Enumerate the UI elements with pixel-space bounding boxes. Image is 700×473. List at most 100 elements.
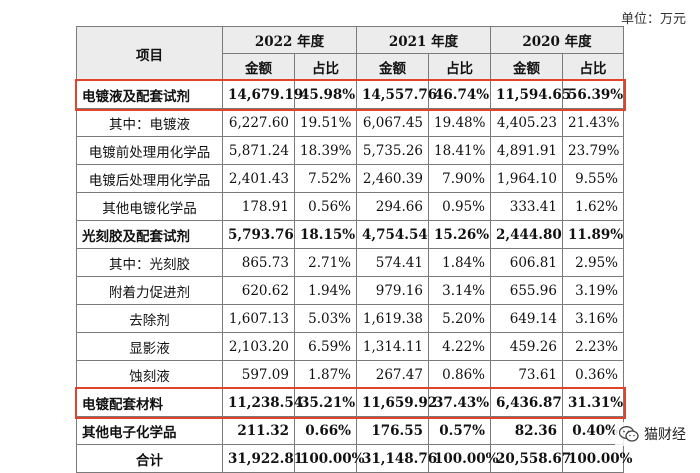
ratio-cell: 100.00% [562, 444, 633, 473]
ratio-cell: 1.94% [294, 276, 357, 305]
amount-cell: 2,103.20 [222, 332, 295, 361]
amount-cell: 11,238.54 [222, 388, 303, 417]
amount-cell: 211.32 [222, 416, 295, 445]
ratio-cell: 45.98% [294, 80, 357, 109]
table-row: 电镀配套材料 11,238.54 35.21% 11,659.92 37.43% 6,43… [76, 388, 624, 417]
revenue-table: 项目 2022 年度 2021 年度 2020 年度 金额 占比 金额 占比 金… [76, 26, 633, 473]
ratio-cell: 0.86% [428, 360, 491, 389]
ratio-cell: 18.39% [294, 136, 357, 165]
row-label: 电镀后处理用化学品 [76, 164, 223, 193]
ratio-cell: 0.40% [562, 416, 624, 445]
table-row: 电镀液及配套试剂 14,679.19 45.98% 14,557.76 46.74% 11… [76, 80, 624, 109]
amount-cell: 6,067.45 [356, 108, 429, 137]
wechat-icon [618, 426, 639, 442]
watermark: 猫财经 [615, 422, 690, 446]
table-row: 附着力促进剂 620.62 1.94% 979.16 3.14% 655.96 3.19% [76, 276, 624, 305]
amount-cell: 5,871.24 [222, 136, 295, 165]
ratio-cell: 21.43% [562, 108, 624, 137]
amount-cell: 294.66 [356, 192, 429, 221]
ratio-cell: 56.39% [562, 80, 624, 109]
amount-cell: 20,558.67 [490, 444, 571, 473]
table-row: 其中：电镀液 6,227.60 19.51% 6,067.45 19.48% 4,405.… [76, 108, 624, 137]
ratio-cell: 18.41% [428, 136, 491, 165]
row-label: 合计 [76, 444, 223, 473]
ratio-cell: 19.51% [294, 108, 357, 137]
amount-cell: 82.36 [490, 416, 563, 445]
ratio-cell: 46.74% [428, 80, 491, 109]
header-ratio: 占比 [428, 53, 491, 81]
ratio-cell: 2.95% [562, 248, 624, 277]
amount-cell: 649.14 [490, 304, 563, 333]
table-row: 显影液 2,103.20 6.59% 1,314.11 4.22% 459.26 2.23% [76, 332, 624, 361]
amount-cell: 31,922.81 [222, 444, 303, 473]
header-amount: 金额 [356, 53, 429, 81]
amount-cell: 2,401.43 [222, 164, 295, 193]
unit-label: 单位：万元 [620, 12, 686, 27]
amount-cell: 865.73 [222, 248, 295, 277]
amount-cell: 73.61 [490, 360, 563, 389]
ratio-cell: 1.62% [562, 192, 624, 221]
amount-cell: 176.55 [356, 416, 429, 445]
amount-cell: 4,405.23 [490, 108, 563, 137]
ratio-cell: 18.15% [294, 220, 357, 249]
amount-cell: 6,227.60 [222, 108, 295, 137]
amount-cell: 11,659.92 [356, 388, 437, 417]
header-item: 项目 [76, 26, 223, 81]
amount-cell: 606.81 [490, 248, 563, 277]
ratio-cell: 2.23% [562, 332, 624, 361]
ratio-cell: 2.71% [294, 248, 357, 277]
table-body: 电镀液及配套试剂 14,679.19 45.98% 14,557.76 46.74% 11… [76, 80, 633, 473]
table-row: 蚀刻液 597.09 1.87% 267.47 0.86% 73.61 0.36% [76, 360, 624, 389]
amount-cell: 1,964.10 [490, 164, 563, 193]
header-year-2022: 2022 年度 [222, 26, 357, 54]
amount-cell: 31,148.76 [356, 444, 437, 473]
ratio-cell: 3.14% [428, 276, 491, 305]
ratio-cell: 100.00% [294, 444, 365, 473]
row-label: 电镀液及配套试剂 [76, 80, 223, 109]
ratio-cell: 5.03% [294, 304, 357, 333]
ratio-cell: 35.21% [294, 388, 357, 417]
ratio-cell: 3.19% [562, 276, 624, 305]
table-row: 去除剂 1,607.13 5.03% 1,619.38 5.20% 649.14 3.16% [76, 304, 624, 333]
table-row: 光刻胶及配套试剂 5,793.76 18.15% 4,754.54 15.26% 2,44… [76, 220, 624, 249]
watermark-text: 猫财经 [644, 427, 686, 443]
header-ratio: 占比 [562, 53, 624, 81]
amount-cell: 6,436.87 [490, 388, 563, 417]
amount-cell: 1,314.11 [356, 332, 429, 361]
table-row: 合计 31,922.81 100.00% 31,148.76 100.00% 20,558… [76, 444, 633, 473]
amount-cell: 2,460.39 [356, 164, 429, 193]
row-label: 去除剂 [76, 304, 223, 333]
ratio-cell: 0.56% [294, 192, 357, 221]
ratio-cell: 3.16% [562, 304, 624, 333]
ratio-cell: 7.52% [294, 164, 357, 193]
ratio-cell: 19.48% [428, 108, 491, 137]
amount-cell: 14,557.76 [356, 80, 437, 109]
ratio-cell: 4.22% [428, 332, 491, 361]
table-row: 电镀后处理用化学品 2,401.43 7.52% 2,460.39 7.90% 1,964… [76, 164, 624, 193]
ratio-cell: 9.55% [562, 164, 624, 193]
ratio-cell: 23.79% [562, 136, 624, 165]
amount-cell: 5,793.76 [222, 220, 295, 249]
row-label: 蚀刻液 [76, 360, 223, 389]
header-ratio: 占比 [294, 53, 357, 81]
amount-cell: 655.96 [490, 276, 563, 305]
table-row: 其中：光刻胶 865.73 2.71% 574.41 1.84% 606.81 2.95% [76, 248, 624, 277]
table-row: 其他电镀化学品 178.91 0.56% 294.66 0.95% 333.41 1.62% [76, 192, 624, 221]
ratio-cell: 7.90% [428, 164, 491, 193]
ratio-cell: 5.20% [428, 304, 491, 333]
header-amount: 金额 [490, 53, 563, 81]
ratio-cell: 6.59% [294, 332, 357, 361]
amount-cell: 459.26 [490, 332, 563, 361]
header-year-2021: 2021 年度 [356, 26, 491, 54]
ratio-cell: 1.87% [294, 360, 357, 389]
row-label: 其中：光刻胶 [76, 248, 223, 277]
row-label: 显影液 [76, 332, 223, 361]
amount-cell: 979.16 [356, 276, 429, 305]
amount-cell: 2,444.80 [490, 220, 563, 249]
row-label: 电镀配套材料 [76, 388, 223, 417]
row-label: 其中：电镀液 [76, 108, 223, 137]
ratio-cell: 0.36% [562, 360, 624, 389]
ratio-cell: 11.89% [562, 220, 624, 249]
row-label: 其他电子化学品 [76, 416, 223, 445]
amount-cell: 333.41 [490, 192, 563, 221]
